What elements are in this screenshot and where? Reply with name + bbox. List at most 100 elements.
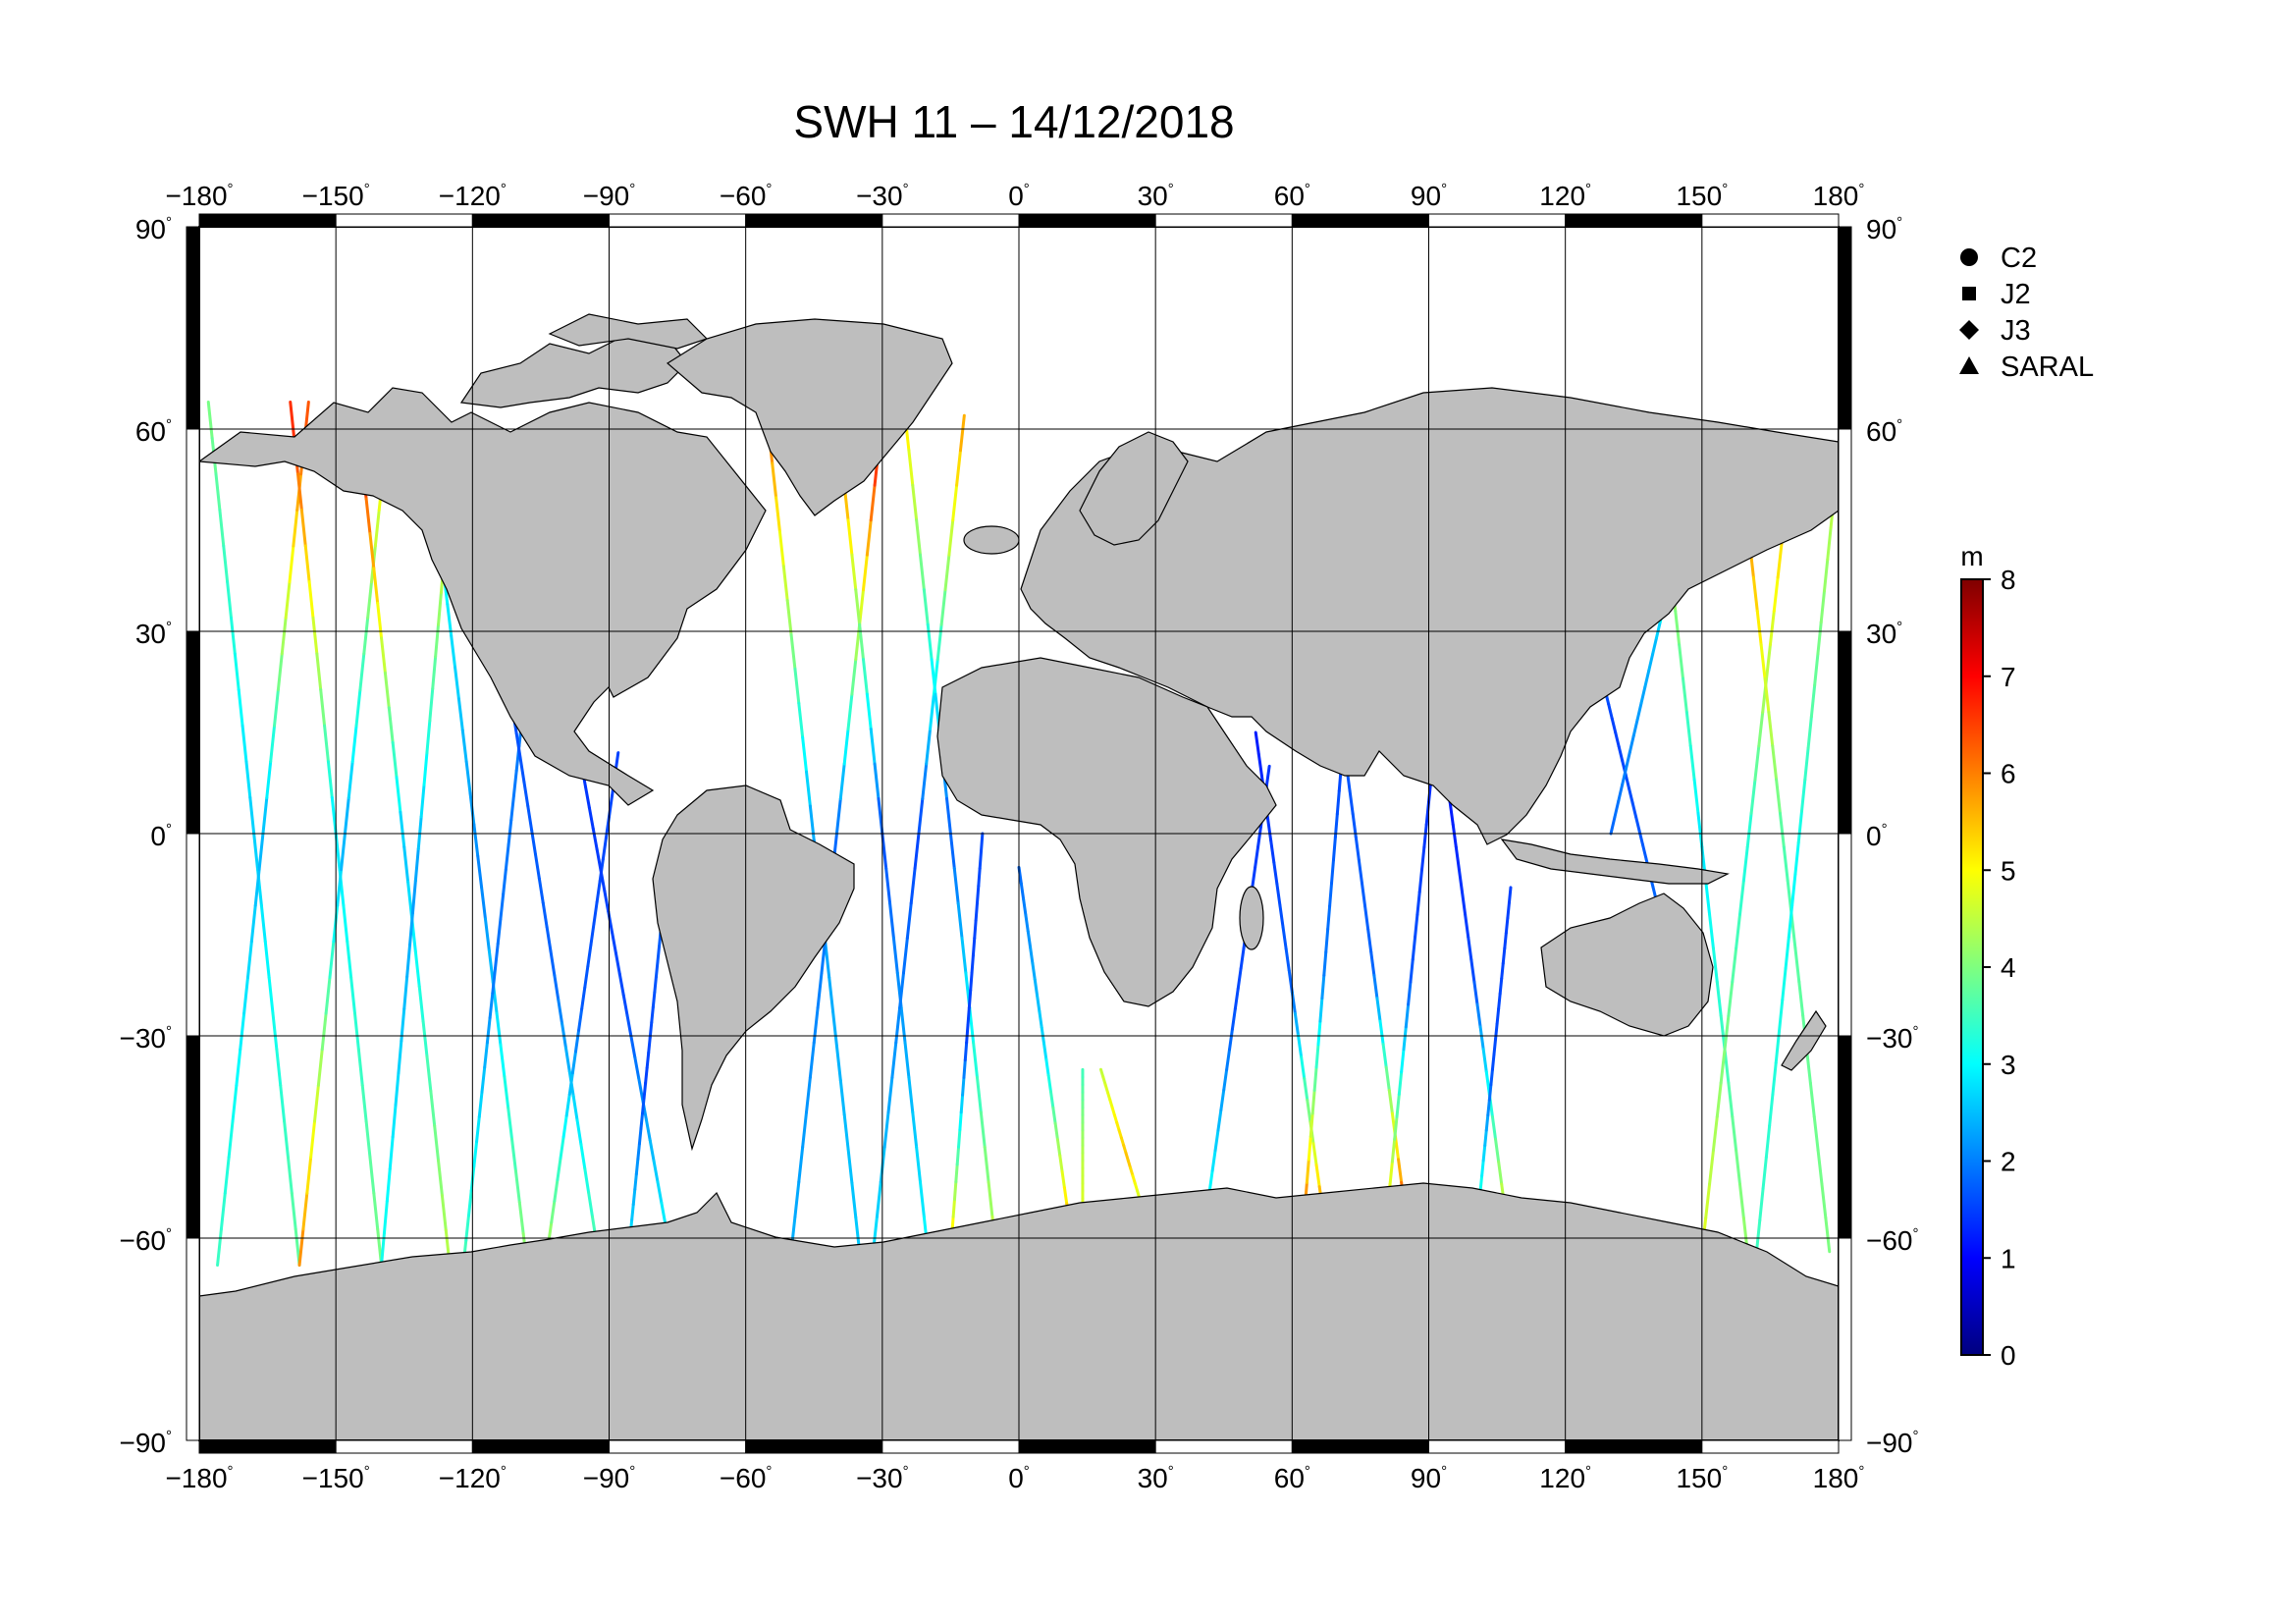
track-segment <box>1809 683 1817 719</box>
track-segment <box>1704 879 1712 916</box>
track-segment <box>1813 652 1820 687</box>
track-segment <box>383 671 391 710</box>
track-segment <box>1303 1076 1309 1103</box>
track-segment <box>534 852 541 881</box>
track-segment <box>284 580 292 620</box>
track-segment <box>969 971 974 993</box>
track-segment <box>1024 913 1030 934</box>
track-segment <box>368 1156 376 1195</box>
track-segment <box>1708 912 1715 950</box>
track-segment <box>913 832 921 870</box>
track-segment <box>894 1005 902 1045</box>
track-segment <box>1610 717 1618 734</box>
track-segment <box>1503 931 1508 950</box>
land-eurasia <box>1020 387 1839 845</box>
track-segment <box>805 770 812 808</box>
land-africa <box>936 657 1277 1007</box>
land-indonesia <box>1500 839 1730 885</box>
track-segment <box>1793 947 1801 984</box>
track-segment <box>1310 1089 1316 1115</box>
track-segment <box>1708 1149 1715 1186</box>
track-segment <box>898 971 905 1009</box>
track-segment <box>1614 730 1621 748</box>
track-segment <box>541 900 549 929</box>
track-segment <box>903 1041 911 1079</box>
track-segment <box>1778 998 1785 1033</box>
track-segment <box>428 686 435 723</box>
track-segment <box>587 1191 594 1218</box>
track-segment <box>456 697 464 732</box>
track-segment <box>395 776 402 814</box>
track-segment <box>1051 1106 1057 1125</box>
frame-segment-right <box>1838 1237 1852 1441</box>
track-segment <box>388 1135 395 1171</box>
track-segment <box>801 1110 809 1149</box>
track-segment <box>1715 1081 1723 1118</box>
track-segment <box>391 740 399 780</box>
track-segment <box>1495 1007 1501 1026</box>
track-segment <box>1407 980 1413 1006</box>
track-segment <box>955 1145 961 1166</box>
track-segment <box>434 622 441 659</box>
latitude-labels-right: 90° 60° 30° 0° −30° −60° −90° <box>1866 214 1919 1458</box>
track-segment <box>1684 710 1692 748</box>
track-segment <box>549 949 557 977</box>
latitude-labels-left: 90° 60° 30° 0° −30° −60° −90° <box>120 214 173 1458</box>
track-segment <box>488 992 495 1020</box>
track-segment <box>1062 1186 1069 1206</box>
track-segment <box>1688 744 1696 782</box>
track-segment <box>1486 1098 1491 1117</box>
track-segment <box>1654 620 1662 640</box>
track-segment <box>945 797 952 836</box>
longitude-label: −90° <box>583 181 636 211</box>
track-segment <box>1504 916 1510 935</box>
track-segment <box>372 1191 380 1231</box>
track-segment <box>1213 1128 1220 1153</box>
track-segment <box>1784 935 1790 970</box>
track-segment <box>301 1191 309 1231</box>
satellite-legend: C2 J2 J3 SARAL <box>1959 243 2094 383</box>
track-segment <box>591 827 599 851</box>
track-segment <box>1387 1089 1394 1115</box>
track-segment <box>1727 980 1735 1017</box>
longitude-label: −60° <box>720 1463 773 1493</box>
track-segment <box>475 1114 481 1144</box>
track-segment <box>413 846 420 883</box>
track-segment <box>288 544 295 584</box>
track-segment <box>373 508 381 548</box>
track-segment <box>831 1009 838 1048</box>
track-segment <box>966 1005 971 1027</box>
track-segment <box>1404 1002 1411 1029</box>
track-segment <box>970 953 975 975</box>
track-segment <box>229 616 237 656</box>
track-segment <box>504 842 510 872</box>
track-segment <box>891 936 899 975</box>
track-segment <box>1820 1182 1828 1219</box>
track-segment <box>614 951 621 976</box>
colorbar-tick-label: 5 <box>2001 855 2016 886</box>
track-segment <box>1369 950 1376 977</box>
track-segment <box>834 1044 842 1082</box>
track-segment <box>537 877 545 904</box>
track-segment <box>1692 778 1700 815</box>
track-segment <box>951 483 959 522</box>
track-segment <box>1422 823 1428 849</box>
track-segment <box>939 588 947 626</box>
track-segment <box>1771 1060 1778 1097</box>
land-north-america <box>199 387 767 806</box>
track-segment <box>1222 1067 1229 1092</box>
track-segment <box>372 567 380 605</box>
degree-symbol: ° <box>166 416 172 433</box>
track-segment <box>530 829 538 856</box>
track-segment <box>608 793 614 819</box>
frame-segment-top <box>745 213 883 228</box>
track-segment <box>421 1019 429 1058</box>
track-segment <box>586 943 593 968</box>
track-segment <box>1628 786 1634 805</box>
track-segment <box>1210 1149 1217 1172</box>
longitude-label: 0° <box>1008 181 1030 211</box>
track-segment <box>583 964 590 990</box>
frame-segment-bottom <box>1018 1439 1156 1454</box>
latitude-label: 0° <box>150 821 172 851</box>
track-segment <box>433 1124 441 1163</box>
